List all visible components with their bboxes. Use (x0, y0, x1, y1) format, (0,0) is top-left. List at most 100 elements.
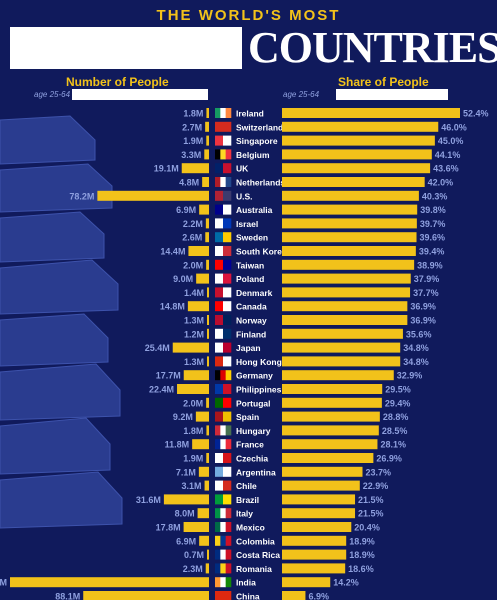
uk-flag-icon (215, 163, 232, 174)
country-label: Finland (236, 329, 266, 339)
right-value-label: 18.9% (349, 536, 375, 546)
left-bar (181, 163, 209, 174)
belgium-flag-icon (215, 149, 232, 160)
right-value-label: 21.5% (358, 495, 384, 505)
right-bar (282, 439, 378, 450)
country-label: Spain (236, 412, 259, 422)
left-bar (202, 177, 209, 187)
right-value-label: 39.7% (420, 219, 446, 229)
country-label: Brazil (236, 495, 259, 505)
left-bar (206, 259, 209, 270)
brazil-flag-icon (215, 494, 232, 505)
canada-flag-icon (215, 301, 232, 312)
country-label: France (236, 440, 264, 450)
right-value-label: 18.6% (348, 564, 374, 574)
south-korea-flag-icon (215, 246, 232, 256)
country-label: Japan (236, 343, 261, 353)
right-bar (282, 190, 419, 201)
right-bar (282, 425, 379, 436)
poland-flag-icon (215, 273, 232, 284)
left-value-label: 88.1M (55, 592, 80, 600)
country-label: India (236, 578, 256, 588)
left-heading: Number of People (66, 75, 169, 89)
right-value-label: 36.9% (410, 316, 436, 326)
country-label: Poland (236, 274, 264, 284)
left-bar (183, 370, 209, 381)
country-label: Canada (236, 302, 267, 312)
right-value-label: 43.6% (433, 164, 459, 174)
spain-flag-icon (215, 411, 232, 422)
country-label: China (236, 592, 260, 600)
left-value-label: 1.4M (184, 288, 204, 298)
right-value-label: 46.0% (441, 122, 467, 132)
left-value-label: 14.8M (160, 302, 185, 312)
colombia-flag-icon (215, 535, 232, 546)
right-value-label: 45.0% (438, 136, 464, 146)
left-value-label: 6.9M (176, 205, 196, 215)
right-bar (282, 108, 460, 118)
left-value-label: 1.8M (183, 426, 203, 436)
left-bar (206, 135, 209, 146)
left-value-label: 9.0M (173, 274, 193, 284)
right-bar (282, 522, 352, 532)
country-label: Belgium (236, 150, 270, 160)
left-value-label: 9.2M (173, 412, 193, 422)
left-value-label: 1.8M (183, 109, 203, 119)
right-value-label: 37.7% (413, 288, 439, 298)
country-label: Czechia (236, 454, 268, 464)
right-bar (282, 370, 394, 381)
country-label: UK (236, 164, 249, 174)
left-value-label: 2.7M (182, 122, 202, 132)
ireland-flag-icon (215, 108, 232, 118)
right-bar (282, 577, 331, 588)
japan-flag-icon (215, 342, 232, 353)
country-label: South Korea (236, 247, 287, 257)
right-value-label: 20.4% (354, 523, 380, 533)
left-value-label: 1.9M (183, 454, 203, 464)
france-flag-icon (215, 439, 232, 450)
chile-flag-icon (215, 480, 232, 491)
right-value-label: 39.4% (419, 247, 445, 257)
finland-flag-icon (215, 328, 232, 339)
country-label: Colombia (236, 536, 275, 546)
country-label: Romania (236, 564, 272, 574)
right-bar (282, 135, 435, 146)
right-value-label: 22.9% (363, 481, 389, 491)
right-bar (282, 494, 356, 505)
left-value-label: 2.6M (182, 233, 202, 243)
left-bar (196, 273, 209, 284)
left-bar (207, 549, 209, 560)
right-value-label: 32.9% (397, 371, 423, 381)
country-label: Mexico (236, 523, 265, 533)
right-value-label: 18.9% (349, 550, 375, 560)
right-bar (282, 273, 411, 284)
right-bar (282, 328, 403, 339)
books-illustration (0, 115, 123, 529)
left-value-label: 1.9M (183, 136, 203, 146)
left-subheading: age 25-64 (34, 90, 71, 99)
right-value-label: 34.8% (403, 357, 429, 367)
country-label: Italy (236, 509, 253, 519)
left-bar (205, 121, 209, 132)
czechia-flag-icon (215, 453, 232, 463)
left-bar (188, 246, 209, 256)
left-value-label: 31.6M (136, 495, 161, 505)
right-value-label: 28.1% (380, 440, 406, 450)
singapore-flag-icon (215, 135, 232, 146)
left-bar (207, 287, 209, 298)
australia-flag-icon (215, 204, 232, 215)
country-label: Israel (236, 219, 258, 229)
right-bar (282, 411, 380, 422)
left-value-label: 2.2M (183, 219, 203, 229)
right-value-label: 26.9% (376, 454, 402, 464)
left-bar (205, 563, 209, 574)
right-value-label: 29.4% (385, 398, 411, 408)
left-value-label: 0.7M (184, 550, 204, 560)
us-flag-icon (215, 190, 232, 201)
left-bar (177, 384, 209, 394)
left-value-label: 8.0M (175, 509, 195, 519)
left-value-label: 139.4M (0, 578, 7, 588)
right-bar (282, 356, 401, 367)
left-value-label: 2.0M (183, 398, 203, 408)
